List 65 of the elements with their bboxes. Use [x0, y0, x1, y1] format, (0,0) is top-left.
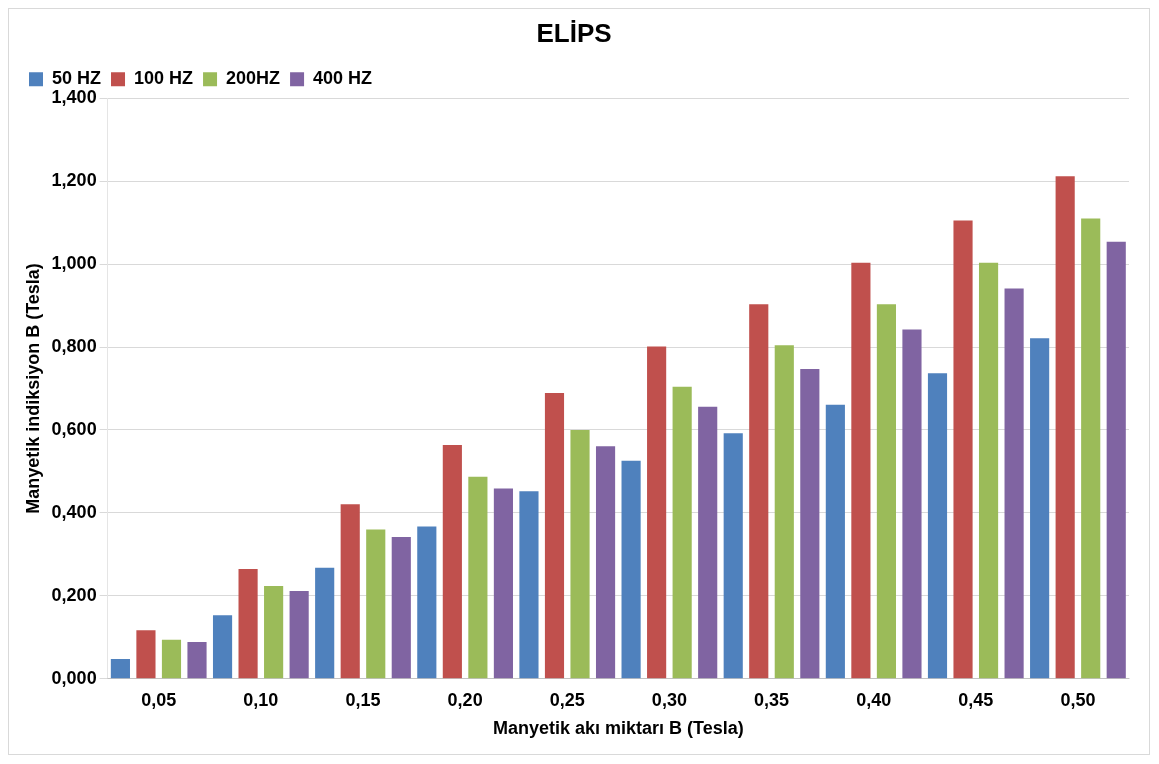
bar [315, 567, 335, 679]
bar [1106, 241, 1126, 679]
y-tick-label: 0,200 [51, 584, 97, 605]
bar [366, 529, 386, 679]
bar [800, 369, 820, 679]
legend-label: 50 HZ [52, 68, 102, 89]
bar [136, 630, 156, 679]
bar [749, 304, 769, 679]
x-axis-title: Manyetik akı miktarı B (Tesla) [492, 718, 744, 739]
bar [876, 304, 896, 679]
bar [417, 526, 437, 679]
bar [851, 262, 871, 679]
bar [187, 641, 207, 679]
bar [723, 433, 743, 679]
legend-label: 100 HZ [134, 68, 194, 89]
legend-label: 400 HZ [313, 68, 373, 89]
bar [391, 536, 411, 679]
bar [340, 504, 360, 679]
x-tick-label: 0,20 [447, 689, 483, 710]
y-tick-label: 1,200 [51, 170, 97, 191]
bar [289, 590, 309, 679]
chart-title: ELİPS [536, 17, 612, 48]
bar [953, 220, 973, 679]
y-tick-label: 0,400 [51, 501, 97, 522]
bar [238, 568, 258, 679]
y-axis-title: Manyetik indiksiyon B (Tesla) [22, 263, 43, 514]
y-tick-label: 0,800 [51, 336, 97, 356]
y-tick-label: 0,600 [51, 418, 97, 439]
bar [978, 262, 999, 679]
x-tick-label: 0,45 [958, 689, 994, 710]
bar [595, 446, 616, 679]
bar [927, 373, 948, 679]
bar [544, 393, 565, 679]
bar [1055, 176, 1075, 679]
legend-label: 200HZ [226, 68, 281, 89]
bar [212, 615, 233, 679]
bar [698, 406, 718, 679]
bar [519, 491, 539, 679]
bar [161, 639, 182, 679]
x-tick-label: 0,50 [1060, 689, 1096, 710]
bar [493, 488, 513, 679]
bar [1004, 288, 1024, 679]
bar [264, 585, 284, 679]
bar [902, 329, 922, 679]
x-tick-label: 0,40 [856, 689, 892, 710]
bar [1030, 338, 1050, 679]
bar [570, 429, 590, 679]
x-tick-label: 0,25 [549, 689, 585, 710]
x-tick-label: 0,30 [651, 689, 687, 710]
bar [110, 658, 130, 679]
x-tick-label: 0,10 [243, 689, 279, 710]
bar [621, 460, 641, 679]
y-tick-label: 1,400 [51, 87, 97, 108]
bar [672, 386, 692, 679]
bar [774, 345, 794, 679]
bar [825, 404, 845, 679]
y-tick-label: 0,000 [51, 667, 97, 688]
x-tick-label: 0,15 [345, 689, 381, 710]
bar [442, 444, 462, 679]
bar [647, 346, 667, 679]
x-tick-label: 0,35 [754, 689, 790, 710]
bar [468, 476, 488, 679]
bar [1081, 218, 1101, 679]
x-tick-label: 0,05 [141, 689, 177, 710]
y-tick-label: 1,000 [51, 253, 97, 274]
